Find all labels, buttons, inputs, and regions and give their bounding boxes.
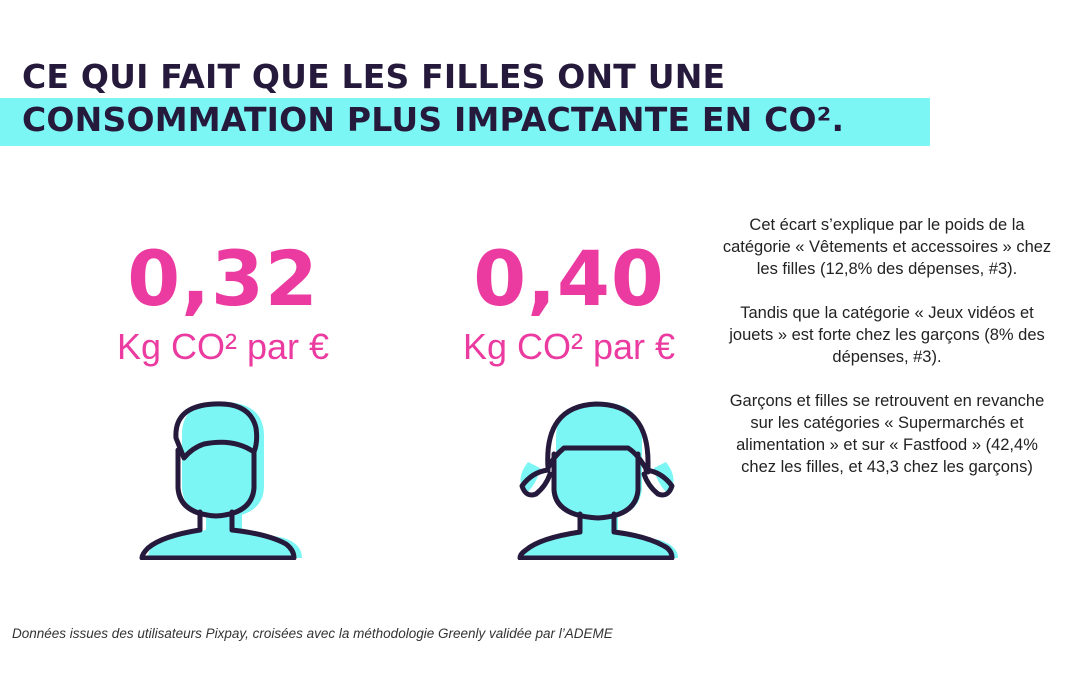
page-title-line-1: CE QUI FAIT QUE LES FILLES ONT UNE	[22, 57, 726, 96]
explanation-paragraph-3: Garçons et filles se retrouvent en revan…	[729, 392, 1045, 476]
explanation-paragraph-1: Cet écart s’explique par le poids de la …	[722, 216, 1052, 278]
boy-avatar-icon	[139, 401, 302, 560]
title-highlight	[0, 98, 930, 146]
page-title-line-2: CONSOMMATION PLUS IMPACTANTE EN CO².	[22, 100, 845, 139]
girl-stat: 0,40 Kg CO² par €	[446, 234, 692, 368]
explanation-text: Cet écart s’explique par le poids de la …	[722, 214, 1052, 500]
girl-avatar-icon	[517, 401, 678, 560]
source-footnote: Données issues des utilisateurs Pixpay, …	[12, 626, 613, 641]
girl-co2-unit: Kg CO² par €	[462, 326, 676, 367]
explanation-paragraph-2: Tandis que la catégorie « Jeux vidéos et…	[729, 304, 1045, 366]
boy-stat: 0,32 Kg CO² par €	[100, 234, 346, 368]
girl-co2-value: 0,40	[473, 234, 665, 323]
boy-co2-value: 0,32	[127, 234, 319, 323]
boy-co2-unit: Kg CO² par €	[116, 326, 330, 367]
